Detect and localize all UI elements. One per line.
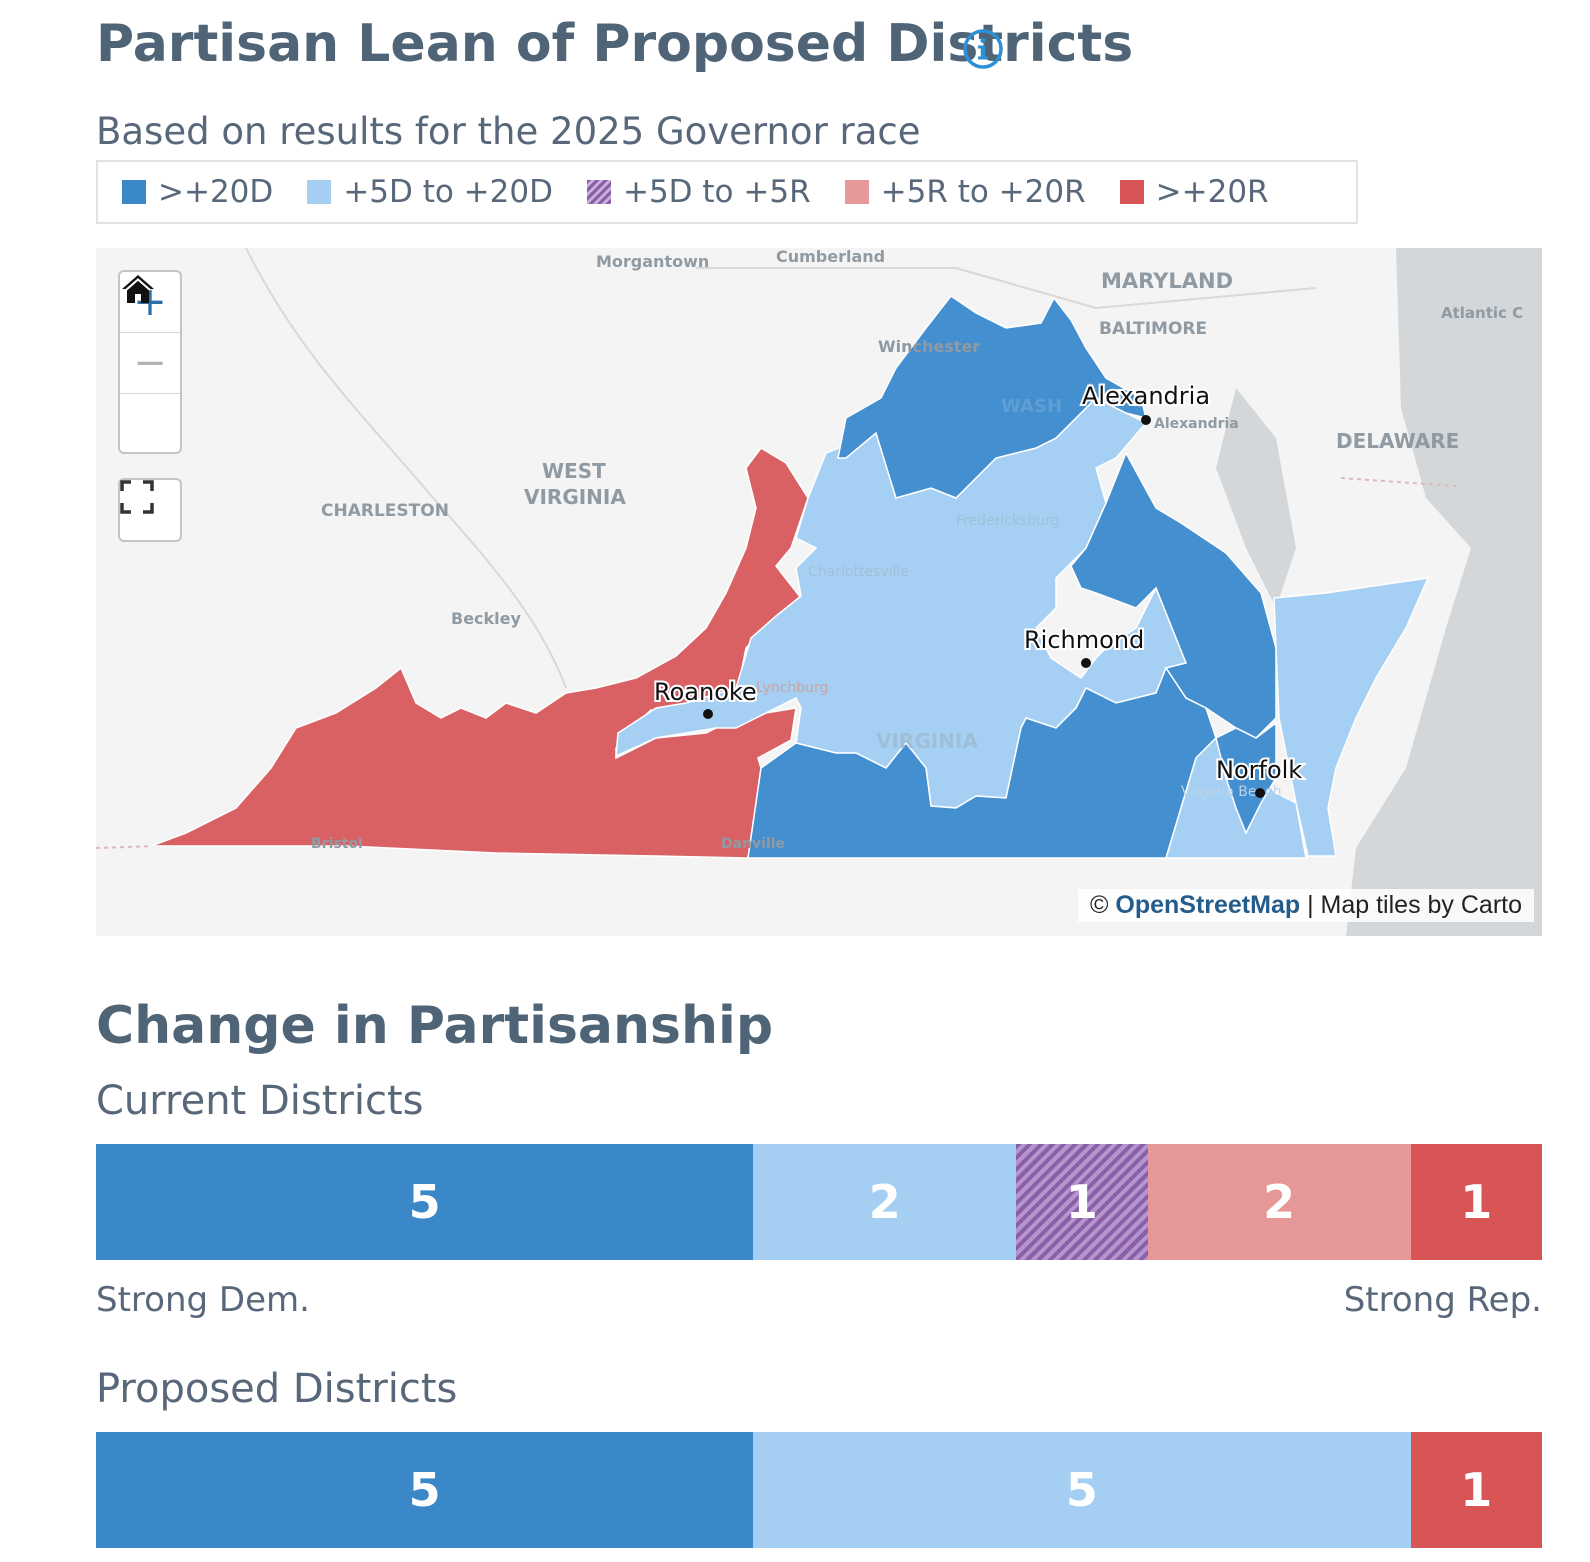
info-icon[interactable] [962,28,1004,70]
legend-item: +5D to +5R [586,174,811,210]
legend-item: >+20R [1119,174,1269,210]
basemap-label: Virginia Beach [1181,784,1282,800]
basemap-label: WASH [1001,396,1062,417]
legend-swatch [1119,180,1144,204]
city-markers: Alexandria Alexandria Richmond Roanoke N… [652,380,1304,798]
legend-label: >+20D [158,174,274,210]
basemap-label: Charlottesville [808,564,909,580]
district-eastern-shore-lean-dem[interactable] [1273,577,1430,857]
basemap-label: BALTIMORE [1099,319,1207,339]
legend-label: +5D to +20D [343,174,553,210]
legend-swatch [122,180,146,204]
ocean-area [1346,248,1542,936]
basemap-label: Lynchburg [756,680,828,696]
axis-label-strong-dem: Strong Dem. [96,1280,310,1320]
basemap-label: VIRGINIA [524,485,626,509]
legend: >+20D +5D to +20D +5D to +5R +5R to +20R… [96,160,1358,224]
basemap-label: Beckley [451,609,522,628]
page-title: Partisan Lean of Proposed Districts [96,14,1134,74]
proposed-districts-title: Proposed Districts [96,1366,458,1412]
attribution-suffix: | Map tiles by Carto [1307,891,1522,919]
city-dot [1255,788,1265,798]
basemap-label: Morgantown [596,252,709,271]
state-border [245,248,567,689]
legend-swatch [307,180,332,204]
state-border [696,267,1317,310]
city-dot [1081,658,1091,668]
basemap-label: Alexandria [1154,416,1239,432]
basemap-label: CHARLESTON [321,501,449,521]
fullscreen-icon [120,480,154,514]
map-subtitle: Based on results for the 2025 Governor r… [96,110,921,153]
basemap-label: Atlantic C [1441,304,1523,322]
basemap-label: MARYLAND [1101,269,1233,293]
proposed-districts-bar: 5 5 1 [96,1432,1542,1548]
openstreetmap-link[interactable]: OpenStreetMap [1115,891,1301,919]
basemap-label: DELAWARE [1336,429,1459,453]
basemap-label: WEST [542,459,606,483]
bar-segment: 1 [1016,1144,1148,1260]
legend-item: +5R to +20R [844,174,1086,210]
city-label: Richmond [1024,626,1144,654]
bay-area [1216,388,1296,608]
city-label: Norfolk [1216,756,1302,784]
bar-segment: 2 [1147,1144,1411,1260]
district-map[interactable]: Morgantown Cumberland MARYLAND BALTIMORE… [96,248,1542,936]
basemap-label: Bristol [311,836,363,852]
zoom-out-button[interactable]: − [120,333,180,394]
basemap-label: Danville [721,836,785,852]
district-norfolk-strong-dem[interactable] [1215,721,1277,835]
legend-item: +5D to +20D [307,174,553,210]
home-button[interactable] [120,275,180,452]
legend-item: >+20D [122,174,273,210]
axis-label-strong-rep: Strong Rep. [1343,1280,1542,1320]
legend-label: +5D to +5R [622,174,811,210]
district-nova-strong-dem[interactable] [837,294,1148,499]
city-dot [703,709,713,719]
basemap-label: VIRGINIA [876,729,978,753]
bar-segment: 1 [1410,1432,1542,1548]
change-section-title: Change in Partisanship [96,996,774,1056]
bar-segment: 1 [1410,1144,1542,1260]
bar-segment: 5 [753,1432,1411,1548]
home-icon [122,275,154,303]
map-canvas[interactable]: Morgantown Cumberland MARYLAND BALTIMORE… [96,248,1542,936]
city-label: Alexandria [1082,382,1210,410]
current-districts-bar: 5 2 1 2 1 [96,1144,1542,1260]
basemap-labels: Morgantown Cumberland MARYLAND BALTIMORE… [311,248,1523,852]
legend-swatch [844,180,869,204]
city-dot [1141,415,1151,425]
state-border [96,845,157,849]
bar-segment: 5 [96,1432,754,1548]
basemap-label: Fredericksburg [956,513,1060,529]
basemap-label: Cumberland [776,248,885,266]
legend-label: +5R to +20R [880,174,1086,210]
legend-label: >+20R [1155,174,1269,210]
bar-segment: 5 [96,1144,754,1260]
bar-segment: 2 [753,1144,1017,1260]
attribution-prefix: © [1090,891,1109,919]
basemap-label: Winchester [878,337,980,356]
city-label: Roanoke [654,678,757,706]
map-attribution: © OpenStreetMap | Map tiles by Carto [1078,889,1534,922]
zoom-controls: + − [118,270,182,454]
legend-swatch [586,180,611,204]
state-border [1340,477,1457,487]
current-districts-title: Current Districts [96,1078,424,1124]
fullscreen-button[interactable] [118,478,182,542]
district-sw-strong-rep[interactable] [150,447,809,859]
